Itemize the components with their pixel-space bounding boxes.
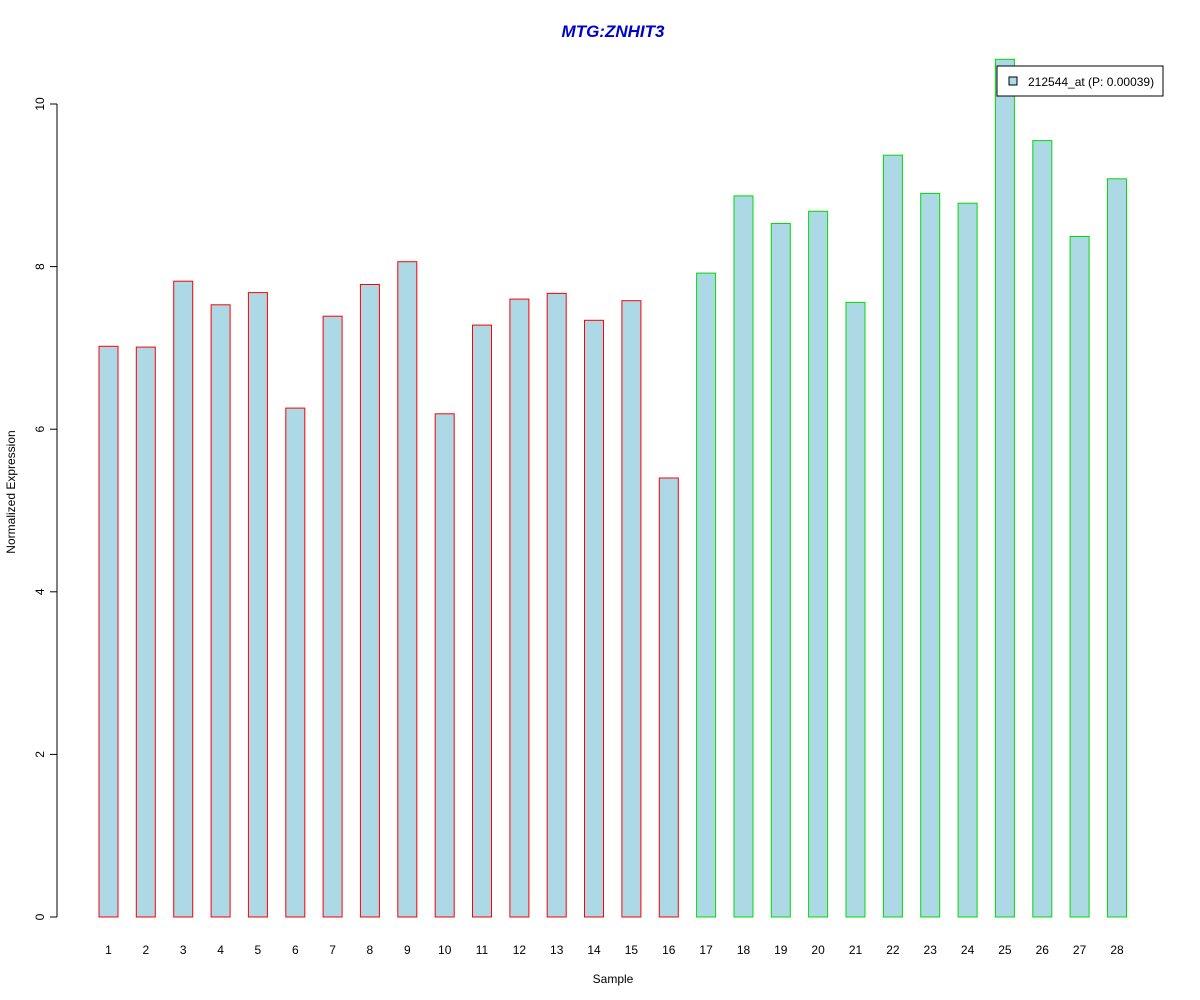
legend-swatch: [1008, 76, 1018, 86]
bar-sample-5: [247, 292, 268, 918]
x-tick-label: 26: [1036, 943, 1050, 957]
x-tick-label: 17: [699, 943, 713, 957]
x-tick-label: 23: [924, 943, 938, 957]
x-tick-label: 25: [998, 943, 1012, 957]
x-tick-label: 12: [513, 943, 527, 957]
x-tick-label: 14: [587, 943, 601, 957]
x-tick-label: 7: [329, 943, 336, 957]
x-tick-label: 8: [367, 943, 374, 957]
bar-sample-19: [770, 223, 791, 918]
x-tick-label: 5: [255, 943, 262, 957]
bar-sample-20: [808, 210, 829, 918]
bar-sample-12: [509, 298, 530, 918]
x-tick-label: 24: [961, 943, 975, 957]
x-tick-label: 19: [774, 943, 788, 957]
x-tick-label: 27: [1073, 943, 1087, 957]
bar-sample-10: [434, 413, 455, 918]
x-tick-label: 9: [404, 943, 411, 957]
bar-sample-24: [957, 202, 978, 918]
bar-sample-28: [1107, 178, 1127, 918]
legend-box: [996, 65, 1164, 97]
y-tick-label: 4: [33, 588, 47, 595]
bar-sample-23: [920, 192, 941, 918]
bar-sample-11: [472, 324, 492, 918]
bar-sample-21: [845, 301, 866, 918]
bar-sample-9: [397, 261, 418, 918]
y-tick-label: 0: [33, 913, 47, 920]
bar-sample-13: [546, 292, 567, 918]
bar-sample-16: [658, 477, 679, 918]
bar-sample-7: [322, 315, 343, 918]
bar-sample-17: [696, 272, 717, 918]
bar-sample-27: [1069, 236, 1090, 918]
x-tick-label: 4: [217, 943, 224, 957]
x-tick-label: 20: [811, 943, 825, 957]
x-axis-ticks: 1 2 3 4 5 6 7 8 9 10 11 12 13 14 15 16 17 18 19 20 21 22 23 24 2…: [105, 943, 1124, 957]
y-tick-label: 2: [33, 751, 47, 758]
chart-title: MTG:ZNHIT3: [562, 22, 665, 41]
bar-sample-4: [210, 304, 231, 918]
x-tick-label: 6: [292, 943, 299, 957]
y-axis-ticks: 0 2 4 6 8 10: [33, 97, 57, 920]
x-tick-label: 13: [550, 943, 564, 957]
x-tick-label: 3: [180, 943, 187, 957]
y-tick-label: 6: [33, 426, 47, 433]
x-tick-label: 10: [438, 943, 452, 957]
x-tick-label: 11: [476, 943, 489, 957]
x-tick-label: 22: [886, 943, 900, 957]
x-tick-label: 16: [662, 943, 676, 957]
bar-sample-18: [733, 195, 754, 918]
bar-sample-1: [98, 345, 119, 918]
x-tick-label: 1: [105, 943, 112, 957]
x-tick-label: 28: [1110, 943, 1124, 957]
bar-sample-6: [285, 407, 306, 918]
x-tick-label: 21: [849, 943, 863, 957]
bar-sample-14: [584, 319, 604, 918]
bar-sample-8: [359, 284, 380, 918]
y-tick-label: 10: [33, 97, 47, 111]
bar-sample-25: [994, 58, 1015, 918]
bar-sample-3: [173, 280, 194, 918]
legend: 212544_at (P: 0.00039): [996, 65, 1164, 97]
bar-sample-26: [1032, 140, 1053, 918]
x-tick-label: 15: [625, 943, 639, 957]
x-axis-title: Sample: [593, 972, 634, 986]
x-tick-label: 2: [142, 943, 149, 957]
y-tick-label: 8: [33, 263, 47, 270]
x-tick-label: 18: [737, 943, 751, 957]
legend-label: 212544_at (P: 0.00039): [1028, 75, 1154, 89]
bar-sample-2: [135, 346, 156, 918]
bars-group: [98, 58, 1127, 918]
y-axis-title: Normalized Expression: [4, 430, 18, 553]
bar-sample-15: [621, 300, 642, 918]
bar-sample-22: [882, 154, 903, 918]
